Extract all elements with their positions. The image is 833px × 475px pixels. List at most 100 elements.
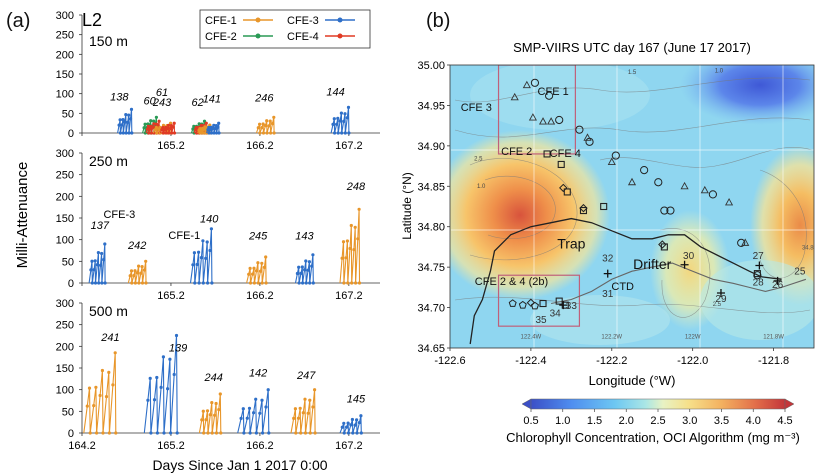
chlorophyll-map	[450, 65, 814, 348]
profile-point	[258, 411, 262, 415]
profile-point	[265, 119, 269, 123]
profile-point	[272, 131, 276, 135]
profile-point	[241, 407, 245, 411]
profile-point	[356, 237, 360, 241]
profile-point	[172, 131, 177, 135]
diamond-marker	[526, 298, 536, 307]
map-x-tick-label: -122.4	[515, 355, 546, 367]
profile-point	[343, 112, 347, 116]
profile-point	[217, 121, 221, 125]
map-y-tick-label: 34.70	[417, 303, 445, 315]
y-tick-label: 300	[56, 298, 74, 310]
square-marker	[753, 270, 761, 278]
map-y-tick-label: 34.80	[417, 222, 445, 234]
y-tick-label: 100	[56, 89, 74, 101]
y-tick-label: 0	[68, 128, 74, 140]
map-label: 32	[602, 253, 614, 264]
profile-point	[298, 406, 302, 410]
diamond-marker	[658, 240, 667, 249]
profile-point	[93, 259, 97, 263]
profile-point	[172, 121, 176, 125]
profile-point	[269, 131, 273, 135]
profile-point	[254, 397, 258, 401]
profile-point	[340, 131, 344, 135]
profile-point	[88, 431, 92, 435]
profile-point	[210, 281, 214, 285]
region-box	[497, 65, 576, 155]
profile-point	[129, 269, 134, 273]
legend-label: CFE-2	[205, 31, 237, 43]
profile-point	[107, 370, 111, 374]
profile-point	[175, 431, 179, 435]
legend-label: CFE-4	[287, 31, 319, 43]
profile-point	[261, 431, 265, 435]
profile-point	[100, 368, 104, 373]
profile-point	[268, 119, 272, 123]
depth-label: 500 m	[89, 303, 128, 319]
profile-point	[256, 281, 260, 285]
profile-point	[128, 274, 132, 278]
profile-line	[339, 415, 362, 434]
profile-point	[205, 409, 210, 413]
profile-point	[195, 131, 199, 135]
profile-point	[258, 269, 263, 273]
profile-point	[252, 281, 256, 285]
profile-point	[210, 431, 214, 435]
y-tick-label: 200	[56, 191, 74, 203]
depth-label: 250 m	[89, 153, 128, 169]
y-tick-label: 150	[56, 69, 74, 81]
triangle-marker	[725, 198, 734, 206]
profile-point	[155, 431, 159, 435]
profile-point	[311, 281, 315, 285]
x-tick-label: 167.2	[335, 290, 363, 302]
profile-point	[148, 376, 152, 380]
triangle-marker	[583, 133, 592, 141]
profile-point	[303, 268, 307, 272]
triangle-marker	[607, 157, 616, 165]
profile-point	[261, 131, 266, 135]
y-tick-label: 200	[56, 49, 74, 61]
x-tick-label: 167.2	[335, 440, 363, 452]
profile-point	[103, 281, 107, 285]
profile-point	[157, 119, 161, 123]
colorbar-label: Chlorophyll Concentration, OCI Algorithm…	[506, 430, 800, 445]
profile-line	[339, 209, 361, 284]
profile-point	[203, 131, 207, 135]
profile-point	[248, 431, 252, 435]
profile-point	[345, 239, 349, 243]
map-label: 30	[683, 251, 695, 262]
profile-point	[191, 263, 195, 267]
profile-point	[195, 262, 199, 267]
legend-swatch-marker	[337, 17, 343, 23]
profile-point	[98, 393, 102, 398]
profile-point	[350, 281, 354, 285]
ctd-cross-marker	[773, 276, 782, 285]
profile-point	[144, 259, 148, 263]
profile-point	[308, 281, 312, 285]
y-tick-label: 250	[56, 320, 74, 332]
cast-annotation: 138	[110, 92, 129, 104]
map-y-tick-label: 34.95	[417, 100, 445, 112]
profile-point	[96, 251, 100, 255]
profile-point	[167, 131, 171, 135]
profile-point	[256, 126, 260, 130]
x-tick-label: 166.2	[246, 290, 274, 302]
cast-annotation: CFE-1	[168, 230, 200, 242]
cast-annotation: 248	[346, 181, 366, 193]
map-overlay: 122.4W 122.2W 122W 121.8W 34.8N 1.5 1.0 2.5 1.0 2…	[461, 65, 814, 345]
y-tick-label: 300	[56, 10, 74, 22]
profile-point	[166, 123, 171, 127]
map-label: 31	[602, 289, 614, 300]
profile-point	[311, 405, 315, 409]
profile-point	[346, 105, 351, 109]
profile-point	[201, 409, 205, 413]
profile-point	[252, 411, 256, 415]
profile-line	[198, 393, 222, 434]
profile-point	[213, 413, 217, 417]
profile-point	[295, 271, 299, 276]
profile-point	[205, 240, 209, 244]
profile-point	[251, 272, 255, 276]
circle-marker	[611, 151, 620, 160]
profile-point	[254, 431, 258, 435]
